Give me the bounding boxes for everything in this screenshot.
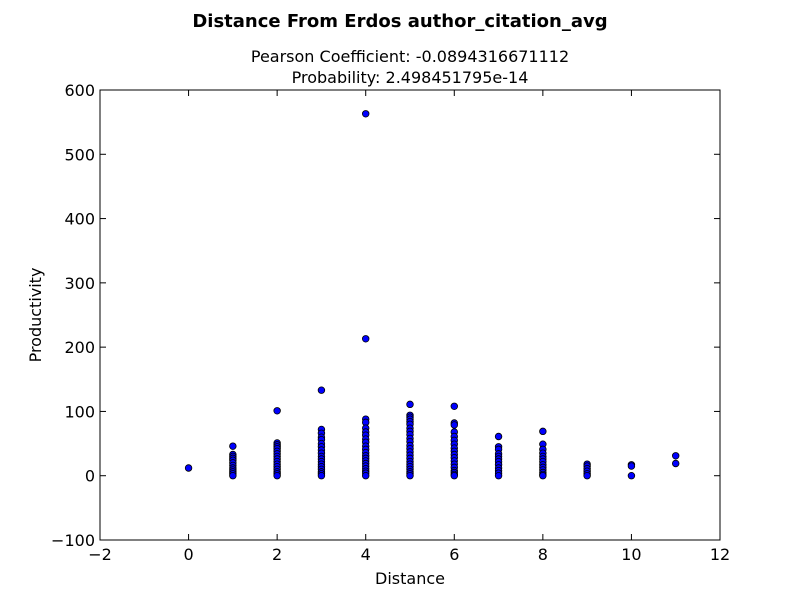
x-tick-label: 8 [538, 545, 548, 564]
y-tick-label: 400 [64, 210, 95, 229]
data-point [627, 462, 636, 470]
x-tick-label: −2 [88, 545, 112, 564]
y-tick-label: 600 [64, 81, 95, 100]
data-point [494, 472, 503, 480]
data-point [184, 464, 193, 472]
plot-frame [99, 89, 721, 541]
data-point [229, 442, 237, 450]
x-tick-label: 10 [621, 545, 641, 564]
data-point [317, 386, 326, 394]
data-point [362, 335, 370, 343]
data-point [450, 402, 458, 410]
y-tick-label: 300 [64, 274, 95, 293]
data-point [672, 452, 680, 460]
axis-ticks: −2 0 2 4 6 8 10 12 −100 0 100 200 300 400 500 600 [51, 81, 730, 564]
data-point [450, 421, 458, 429]
data-point [317, 472, 326, 480]
y-axis-label: Productivity [26, 268, 45, 363]
x-tick-label: 12 [710, 545, 730, 564]
data-point [406, 400, 414, 409]
chart-subtitle-pearson: Pearson Coefficient: -0.0894316671112 [251, 47, 569, 66]
data-point [672, 459, 680, 468]
data-point [406, 472, 414, 480]
y-tick-label: 500 [64, 145, 95, 164]
chart-title: Distance From Erdos author_citation_avg [192, 11, 607, 32]
data-points [184, 110, 680, 480]
data-point [450, 472, 458, 480]
y-tick-label: 0 [85, 467, 95, 486]
data-point [583, 472, 591, 480]
data-point [539, 472, 547, 480]
y-tick-label: 200 [64, 338, 95, 357]
y-tick-label: 100 [64, 402, 95, 421]
data-point [362, 472, 370, 480]
x-tick-label: 2 [272, 545, 282, 564]
data-point [539, 427, 547, 436]
data-point [627, 472, 636, 480]
chart-subtitle-probability: Probability: 2.498451795e-14 [292, 68, 529, 87]
data-point [494, 432, 503, 441]
data-point [362, 110, 370, 118]
data-point [229, 472, 237, 480]
x-tick-label: 4 [361, 545, 371, 564]
x-tick-label: 6 [449, 545, 459, 564]
x-tick-label: 0 [183, 545, 193, 564]
x-axis-label: Distance [375, 569, 445, 588]
data-point [273, 472, 281, 480]
y-tick-label: −100 [51, 531, 95, 550]
data-point [273, 407, 281, 415]
